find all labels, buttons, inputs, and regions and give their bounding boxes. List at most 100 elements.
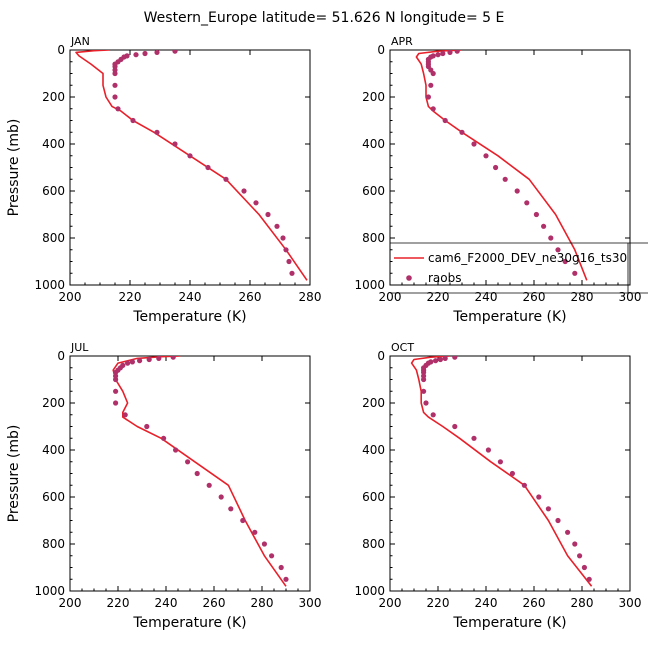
- legend-dot-swatch: [406, 275, 412, 281]
- x-tick-label: 240: [475, 596, 498, 610]
- x-axis-label: Temperature (K): [132, 615, 246, 631]
- x-tick-label: 300: [299, 596, 322, 610]
- raobs-point: [524, 200, 530, 206]
- x-tick-label: 240: [179, 290, 202, 304]
- raobs-point: [509, 470, 515, 477]
- raobs-point: [452, 356, 458, 360]
- raobs-point: [218, 494, 224, 500]
- y-tick-label: 200: [362, 396, 385, 410]
- x-tick-label: 260: [523, 290, 546, 304]
- raobs-point: [130, 117, 136, 124]
- raobs-point: [421, 388, 427, 394]
- raobs-point: [454, 50, 460, 54]
- x-tick-label: 200: [379, 596, 402, 610]
- plot-data: [415, 50, 588, 281]
- y-tick-label: 0: [57, 349, 65, 363]
- raobs-point: [172, 50, 178, 54]
- y-tick-label: 1000: [354, 584, 385, 598]
- panel-title: JAN: [70, 35, 90, 48]
- y-tick-label: 800: [362, 537, 385, 551]
- x-axis-label: Temperature (K): [132, 309, 246, 325]
- panel-title: APR: [391, 35, 413, 48]
- panel-title: JUL: [70, 341, 89, 354]
- raobs-point: [252, 529, 258, 535]
- raobs-point: [433, 358, 439, 364]
- raobs-point: [497, 459, 503, 465]
- raobs-point: [129, 359, 135, 365]
- plot-data: [75, 50, 308, 281]
- x-tick-label: 220: [427, 290, 450, 304]
- y-tick-label: 800: [42, 231, 65, 245]
- raobs-point: [205, 164, 211, 171]
- raobs-point: [572, 541, 578, 547]
- raobs-point: [122, 412, 128, 418]
- raobs-point: [173, 447, 179, 453]
- panel-apr: 200 220 240 260 280 300 0 200 400 600 800 1000 APR Te…: [354, 35, 641, 325]
- raobs-point: [113, 388, 119, 394]
- raobs-point: [240, 517, 246, 524]
- y-tick-label: 400: [362, 137, 385, 151]
- model-series-line: [75, 50, 308, 281]
- y-tick-label: 1000: [34, 584, 65, 598]
- y-tick-label: 200: [362, 90, 385, 104]
- x-tick-label: 200: [379, 290, 402, 304]
- raobs-point: [185, 459, 191, 465]
- raobs-point: [421, 376, 427, 383]
- raobs-point: [223, 176, 229, 182]
- raobs-point: [541, 223, 547, 229]
- model-series-line: [415, 50, 588, 281]
- raobs-point: [142, 50, 148, 57]
- raobs-point: [459, 129, 465, 135]
- y-tick-label: 600: [362, 184, 385, 198]
- x-tick-label: 200: [59, 596, 82, 610]
- y-tick-label: 0: [377, 43, 385, 57]
- raobs-point: [187, 153, 193, 159]
- y-tick-label: 1000: [34, 278, 65, 292]
- raobs-point: [440, 50, 446, 57]
- raobs-point: [278, 564, 284, 571]
- y-tick-label: 600: [362, 490, 385, 504]
- raobs-point: [265, 211, 271, 218]
- raobs-point: [514, 188, 520, 194]
- x-tick-label: 280: [251, 596, 274, 610]
- x-tick-label: 260: [239, 290, 262, 304]
- x-axis-label: Temperature (K): [452, 615, 566, 631]
- raobs-point: [206, 482, 212, 488]
- raobs-point: [113, 376, 119, 383]
- raobs-point: [161, 435, 167, 441]
- raobs-point: [536, 494, 542, 500]
- raobs-point: [172, 141, 178, 147]
- legend-label: raobs: [428, 271, 462, 285]
- raobs-point: [144, 423, 150, 430]
- model-series-line: [112, 356, 287, 587]
- panel-jul: 200 220 240 260 280 300 0 200 400 600 800 1000 JUL Te…: [6, 341, 321, 631]
- raobs-point: [483, 153, 489, 159]
- x-tick-label: 220: [119, 290, 142, 304]
- raobs-point: [112, 82, 118, 88]
- raobs-point: [154, 50, 160, 55]
- raobs-point: [521, 482, 528, 488]
- x-tick-label: 220: [107, 596, 130, 610]
- raobs-point: [146, 356, 152, 363]
- panel-jan: 200 220 240 260 280 0 200 400 600 800 1000 JAN Tempe…: [6, 35, 321, 325]
- y-tick-label: 600: [42, 490, 65, 504]
- x-tick-label: 240: [475, 290, 498, 304]
- raobs-point: [555, 517, 561, 524]
- x-axis-label: Temperature (K): [452, 309, 566, 325]
- raobs-point: [442, 356, 448, 361]
- raobs-point: [430, 106, 436, 112]
- x-tick-label: 220: [427, 596, 450, 610]
- raobs-point: [437, 356, 443, 363]
- y-tick-label: 200: [42, 396, 65, 410]
- raobs-point: [228, 506, 234, 512]
- raobs-point: [274, 223, 280, 229]
- raobs-point: [485, 447, 491, 453]
- figure-title: Western_Europe latitude= 51.626 N longit…: [144, 10, 505, 26]
- raobs-point: [113, 400, 119, 406]
- y-tick-label: 0: [57, 43, 65, 57]
- x-tick-label: 300: [619, 596, 642, 610]
- y-tick-label: 400: [42, 137, 65, 151]
- raobs-point: [471, 141, 477, 147]
- x-tick-label: 260: [523, 596, 546, 610]
- panel-oct: 200 220 240 260 280 300 0 200 400 600 800 1000 OCT Te…: [354, 341, 641, 631]
